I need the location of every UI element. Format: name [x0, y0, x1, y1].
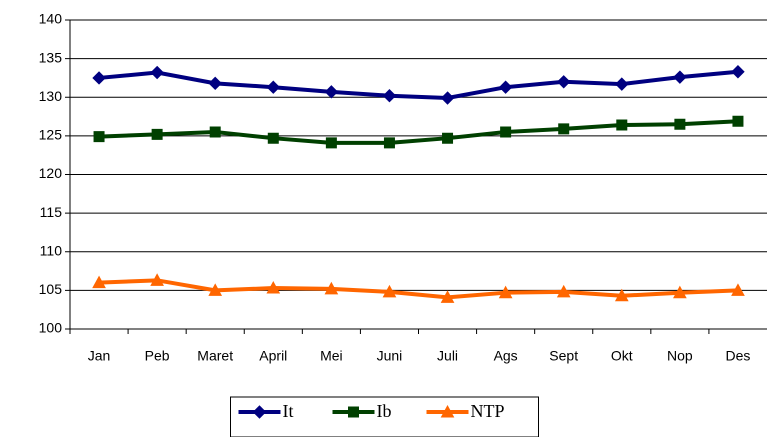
legend-label: It — [283, 401, 294, 421]
series-line — [98, 69, 739, 101]
point — [500, 126, 512, 138]
point — [92, 71, 106, 85]
y-tick-label: 100 — [39, 320, 63, 336]
point — [440, 91, 455, 105]
point — [151, 128, 163, 140]
point — [498, 80, 513, 94]
point — [266, 80, 280, 94]
y-tick-label: 105 — [39, 281, 63, 297]
point — [498, 285, 513, 299]
x-tick-label: Jan — [88, 348, 111, 364]
x-tick-label: Ags — [494, 348, 518, 364]
x-tick-label: Nop — [667, 348, 693, 364]
point — [208, 283, 223, 296]
x-tick-label: Peb — [145, 348, 170, 364]
point — [731, 283, 745, 296]
point — [556, 284, 571, 298]
point — [208, 76, 222, 91]
x-tick-label: Mei — [320, 348, 343, 364]
legend-label: NTP — [471, 401, 505, 421]
point — [615, 77, 629, 91]
point — [93, 131, 105, 143]
point — [732, 115, 744, 127]
point — [673, 285, 687, 299]
point — [442, 132, 454, 144]
x-tick-label: Okt — [611, 348, 633, 364]
point — [616, 119, 628, 131]
point — [440, 290, 455, 303]
point — [150, 273, 164, 286]
point — [731, 65, 745, 79]
x-tick-label: Sept — [549, 348, 578, 364]
point — [324, 85, 339, 99]
point — [209, 126, 221, 138]
series-line — [98, 119, 739, 145]
legend-marker — [440, 404, 455, 418]
point — [557, 75, 571, 89]
series-line — [98, 278, 739, 300]
x-tick-label: Des — [726, 348, 751, 364]
legend-label: Ib — [377, 401, 392, 421]
point — [382, 88, 397, 103]
point — [92, 275, 106, 289]
point — [266, 281, 281, 294]
x-tick-label: Juni — [377, 348, 403, 364]
point — [674, 118, 686, 130]
x-tick-label: Maret — [197, 348, 233, 364]
y-tick-label: 130 — [39, 88, 63, 104]
y-tick-label: 125 — [39, 127, 63, 143]
x-tick-label: April — [259, 348, 287, 364]
point — [383, 137, 395, 149]
point — [673, 70, 687, 84]
y-tick-label: 120 — [39, 165, 63, 181]
point — [267, 132, 279, 144]
y-tick-label: 115 — [40, 204, 63, 220]
legend-marker — [348, 406, 359, 418]
y-tick-label: 110 — [40, 242, 63, 258]
legend-marker — [252, 405, 267, 419]
y-tick-label: 140 — [39, 11, 63, 27]
point — [150, 65, 164, 80]
point — [614, 288, 629, 302]
point — [325, 137, 337, 149]
point — [558, 123, 570, 135]
legend: It Ib NTP — [230, 396, 539, 437]
point — [382, 284, 397, 298]
point — [324, 281, 339, 295]
y-tick-label: 135 — [39, 49, 63, 65]
legend-box — [230, 396, 539, 437]
x-tick-label: Juli — [437, 348, 458, 364]
